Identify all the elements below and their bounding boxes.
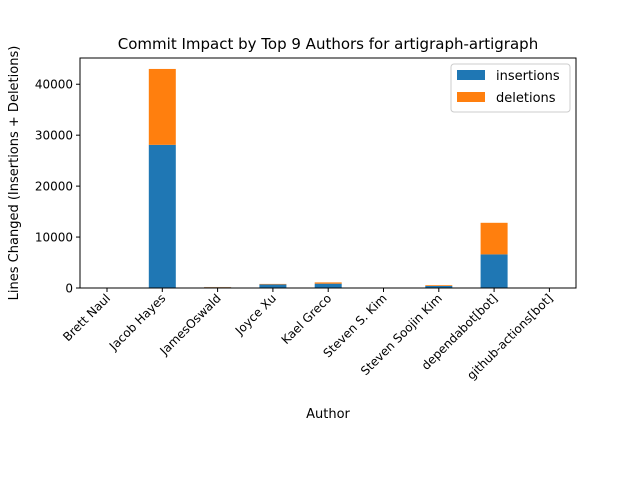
chart-title: Commit Impact by Top 9 Authors for artig…: [118, 35, 538, 53]
bar-deletions-1: [149, 69, 176, 145]
y-axis-label: Lines Changed (Insertions + Deletions): [7, 46, 22, 301]
legend: insertions deletions: [451, 64, 570, 112]
y-tick-label: 40000: [35, 78, 73, 92]
bar-insertions-3: [259, 284, 286, 288]
y-tick-label: 0: [65, 282, 73, 296]
legend-label-deletions: deletions: [496, 91, 556, 106]
bar-deletions-4: [315, 282, 342, 283]
y-tick-label: 30000: [35, 129, 73, 143]
bar-deletions-7: [481, 223, 508, 255]
bar-insertions-1: [149, 145, 176, 288]
bar-insertions-7: [481, 254, 508, 288]
bar-deletions-6: [425, 285, 452, 286]
y-tick-label: 20000: [35, 180, 73, 194]
y-tick-label: 10000: [35, 231, 73, 245]
bar-deletions-3: [259, 284, 286, 285]
legend-swatch-insertions: [457, 70, 485, 80]
bar-insertions-4: [315, 284, 342, 288]
legend-label-insertions: insertions: [496, 69, 560, 84]
x-axis-label: Author: [306, 407, 350, 422]
legend-swatch-deletions: [457, 92, 485, 102]
